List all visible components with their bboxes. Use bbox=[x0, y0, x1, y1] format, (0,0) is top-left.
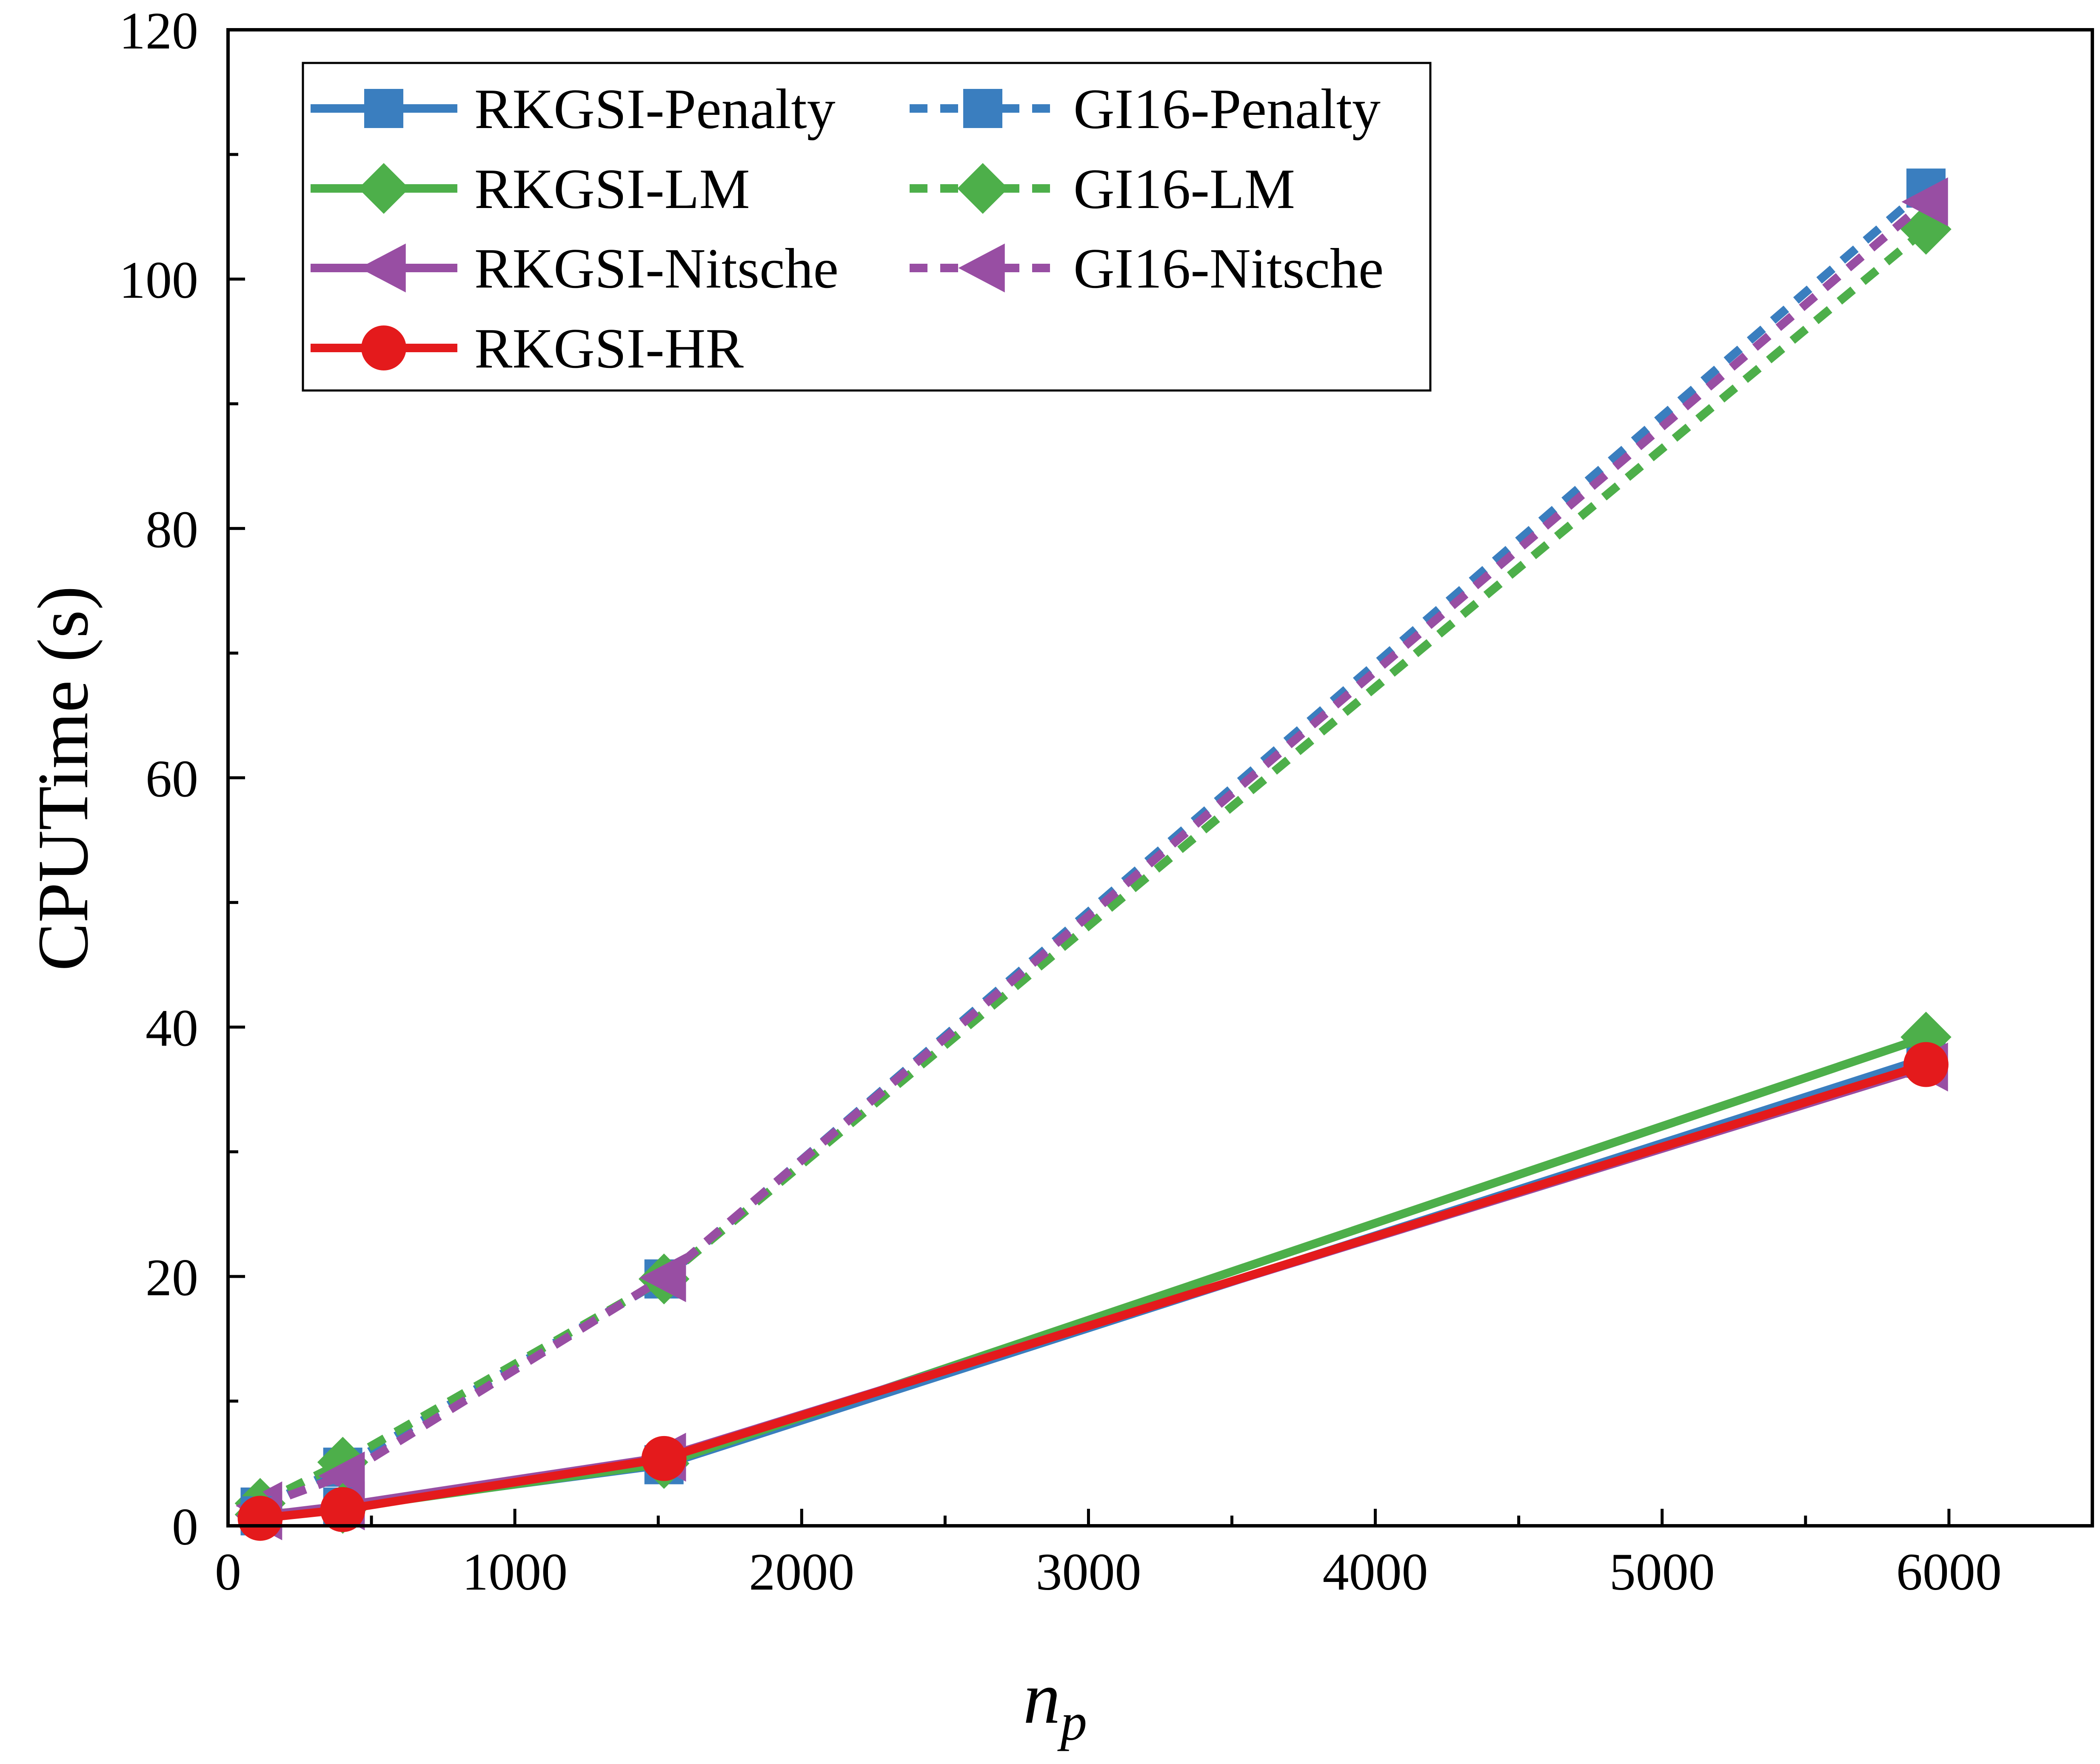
data-point bbox=[237, 1496, 283, 1541]
series-rkgsi-lm bbox=[234, 1012, 1952, 1540]
legend-marker bbox=[963, 89, 1002, 128]
legend-marker bbox=[361, 325, 406, 370]
legend-marker bbox=[359, 243, 406, 293]
legend-item: GI16-Penalty bbox=[910, 77, 1381, 140]
series-line-gi16-lm bbox=[258, 226, 1929, 1508]
legend: RKGSI-Penalty RKGSI-LM RKGSI-Nitsche RKGSI-… bbox=[302, 62, 1432, 392]
data-point bbox=[1901, 177, 1948, 226]
legend-item: RKGSI-HR bbox=[311, 317, 744, 380]
legend-item: GI16-Nitsche bbox=[910, 237, 1384, 300]
legend-label: GI16-LM bbox=[1073, 157, 1295, 220]
data-point bbox=[320, 1487, 365, 1532]
legend-label: RKGSI-LM bbox=[474, 157, 750, 220]
legend-label: GI16-Penalty bbox=[1073, 77, 1381, 140]
y-tick-label: 20 bbox=[146, 1248, 198, 1307]
series-line-gi16-nitsche bbox=[259, 198, 1929, 1510]
legend-label: RKGSI-Nitsche bbox=[474, 237, 839, 300]
legend-item: RKGSI-LM bbox=[311, 157, 750, 220]
x-tick-label: 5000 bbox=[1609, 1543, 1715, 1601]
legend-item: GI16-LM bbox=[910, 157, 1295, 220]
y-tick-label: 120 bbox=[119, 2, 198, 60]
series-line-rkgsi-lm bbox=[260, 1033, 1928, 1519]
x-tick-label: 6000 bbox=[1896, 1543, 2002, 1601]
y-tick-label: 100 bbox=[119, 251, 198, 309]
x-axis-label: np bbox=[1023, 1656, 1087, 1752]
legend-marker bbox=[958, 243, 1005, 293]
x-axis-label-subscript: p bbox=[1057, 1693, 1087, 1752]
data-point bbox=[1900, 204, 1952, 255]
y-tick-label: 60 bbox=[146, 750, 198, 808]
legend-item: RKGSI-Penalty bbox=[311, 77, 836, 140]
legend-label: GI16-Nitsche bbox=[1073, 237, 1384, 300]
y-tick-label: 40 bbox=[146, 999, 198, 1057]
tick-layer: 0 1000 2000 3000 4000 5000 6000 0 20 40 60 80 100 120 bbox=[119, 2, 2002, 1601]
x-tick-label: 4000 bbox=[1323, 1543, 1428, 1601]
legend-box bbox=[302, 62, 1432, 392]
x-tick-label: 3000 bbox=[1036, 1543, 1141, 1601]
data-point bbox=[641, 1436, 687, 1481]
legend-marker bbox=[358, 163, 409, 214]
legend-marker bbox=[957, 163, 1008, 214]
y-axis-label: CPUTime (s) bbox=[23, 586, 103, 971]
series-line-rkgsi-hr bbox=[260, 1060, 1927, 1523]
x-tick-label: 2000 bbox=[749, 1543, 854, 1601]
legend-label: RKGSI-HR bbox=[474, 317, 744, 380]
x-tick-label: 0 bbox=[215, 1543, 241, 1601]
y-tick-label: 80 bbox=[146, 500, 198, 559]
x-tick-label: 1000 bbox=[462, 1543, 568, 1601]
data-point bbox=[639, 1253, 686, 1302]
series-rkgsi-hr bbox=[237, 1042, 1949, 1541]
legend-item: RKGSI-Nitsche bbox=[311, 237, 839, 300]
plot-layer bbox=[234, 168, 1952, 1541]
legend-marker bbox=[364, 89, 403, 128]
x-axis-label-main: n bbox=[1023, 1656, 1061, 1739]
data-point bbox=[1903, 1042, 1949, 1087]
y-tick-label: 0 bbox=[172, 1498, 198, 1556]
legend-label: RKGSI-Penalty bbox=[474, 77, 836, 140]
series-line-rkgsi-penalty bbox=[260, 1054, 1928, 1520]
